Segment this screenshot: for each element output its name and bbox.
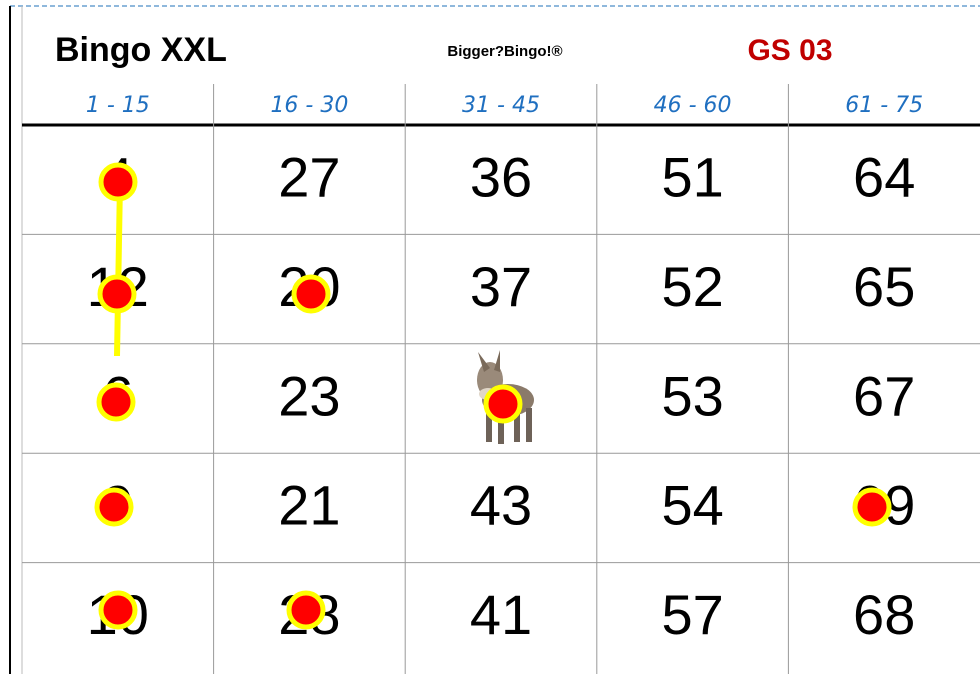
daub xyxy=(97,490,131,524)
column-header: 16 - 30 xyxy=(270,93,348,118)
bingo-card: Bingo XXL Bigger?Bingo!® GS 03 1 - 15 16 … xyxy=(0,0,980,674)
daub xyxy=(289,593,323,627)
cell-number: 21 xyxy=(278,474,340,537)
daub xyxy=(855,490,889,524)
cell-number: 54 xyxy=(661,474,723,537)
cell-number: 27 xyxy=(278,145,340,208)
column-header: 31 - 45 xyxy=(462,93,540,118)
cell-number: 52 xyxy=(661,255,723,318)
card-id: GS 03 xyxy=(747,34,832,67)
brand: Bigger?Bingo!® xyxy=(447,43,562,60)
daub xyxy=(99,385,133,419)
cell-number: 51 xyxy=(661,145,723,208)
cell-number: 43 xyxy=(470,474,532,537)
cell-number: 68 xyxy=(853,583,915,646)
cell-number: 53 xyxy=(661,364,723,427)
column-header: 1 - 15 xyxy=(86,93,150,118)
cell-number: 37 xyxy=(470,255,532,318)
cell-number: 57 xyxy=(661,583,723,646)
column-header: 61 - 75 xyxy=(845,93,923,118)
daub xyxy=(101,593,135,627)
cell-number: 64 xyxy=(853,145,915,208)
cell-number: 41 xyxy=(470,583,532,646)
daub xyxy=(294,277,328,311)
win-line xyxy=(117,182,120,356)
daub xyxy=(101,165,135,199)
cell-number: 36 xyxy=(470,145,532,208)
title: Bingo XXL xyxy=(55,31,227,69)
cell-number: 67 xyxy=(853,364,915,427)
daub xyxy=(100,277,134,311)
page: Bingo XXL Bigger?Bingo!® GS 03 1 - 15 16 … xyxy=(0,0,980,674)
daub xyxy=(486,387,520,421)
cell-number: 65 xyxy=(853,255,915,318)
column-header: 46 - 60 xyxy=(654,93,732,118)
cell-number: 23 xyxy=(278,364,340,427)
